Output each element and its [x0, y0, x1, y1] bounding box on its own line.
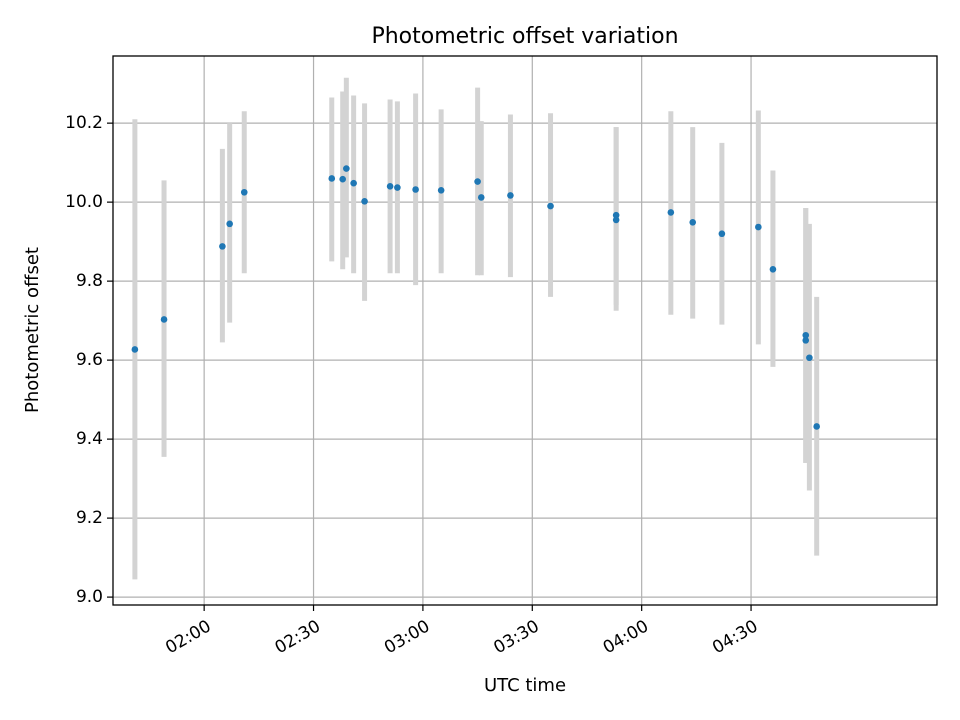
y-tick-label: 9.6 [76, 350, 103, 370]
data-point [343, 165, 350, 172]
y-tick-label: 9.8 [76, 271, 103, 291]
data-point [160, 316, 168, 323]
y-tick-labels: 9.0 9.2 9.4 9.6 9.8 10.0 10.2 [65, 113, 103, 607]
x-tick-label: 04:30 [709, 616, 761, 658]
x-axis-label: UTC time [484, 675, 566, 696]
data-point [689, 218, 697, 226]
data-point [612, 211, 620, 219]
grid-lines [113, 56, 937, 605]
x-tick-label: 02:30 [272, 616, 324, 658]
data-point [328, 175, 336, 182]
data-point [386, 183, 394, 190]
data-point [412, 186, 419, 193]
data-point [394, 184, 401, 191]
data-point [755, 223, 762, 231]
axis-ticks [107, 122, 752, 611]
y-tick-label: 9.4 [76, 429, 103, 449]
data-point [813, 423, 820, 430]
data-point [219, 243, 226, 250]
x-tick-label: 02:00 [162, 616, 214, 658]
data-point [547, 202, 554, 210]
data-point [769, 265, 777, 273]
x-tick-label: 03:00 [381, 616, 433, 658]
data-point [350, 179, 357, 187]
chart-title: Photometric offset variation [371, 24, 678, 49]
x-tick-label: 04:00 [600, 616, 652, 658]
data-point [718, 230, 726, 238]
y-tick-label: 9.0 [76, 587, 103, 607]
x-tick-label: 03:30 [490, 616, 542, 658]
data-point [437, 186, 445, 194]
data-point [507, 192, 514, 199]
data-point [240, 188, 248, 196]
y-tick-label: 9.2 [76, 508, 103, 528]
data-point [802, 331, 810, 339]
data-point [806, 354, 813, 362]
plot-frame [112, 55, 938, 606]
data-point [474, 178, 481, 185]
y-tick-label: 10.0 [65, 192, 103, 212]
x-tick-labels: 02:00 02:30 03:00 03:30 04:00 04:30 [162, 616, 761, 658]
error-bars [132, 77, 820, 580]
data-point [612, 216, 620, 224]
data-points [131, 165, 820, 430]
y-axis-label: Photometric offset [22, 247, 43, 413]
data-point [477, 194, 485, 201]
data-point [802, 337, 810, 344]
data-point [361, 198, 368, 205]
data-point [226, 220, 233, 228]
data-point [131, 346, 139, 353]
y-tick-label: 10.2 [65, 113, 103, 133]
data-point [339, 175, 346, 183]
data-point [667, 209, 675, 216]
